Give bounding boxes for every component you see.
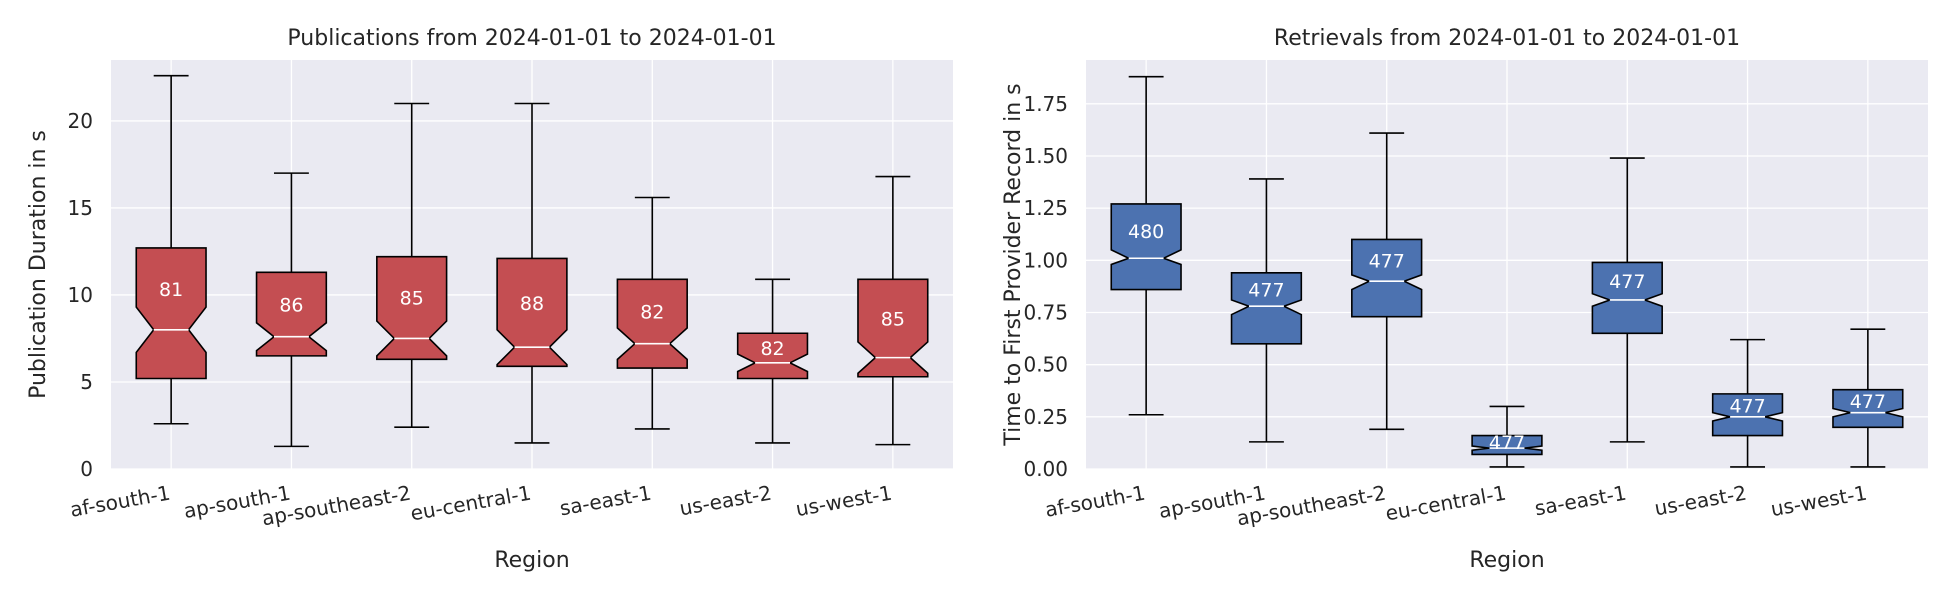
count-label: 85 — [400, 288, 424, 310]
x-tick-label: us-west-1 — [794, 481, 894, 522]
box-eu-central-1: 477 — [1471, 405, 1543, 468]
box-body — [1591, 261, 1663, 335]
box-body — [1711, 393, 1784, 437]
x-tick-label: us-east-2 — [1653, 481, 1749, 521]
y-tick-label: 0 — [80, 457, 93, 481]
box-us-west-1: 477 — [1832, 328, 1904, 468]
box-eu-central-1: 88 — [496, 102, 568, 444]
count-label: 477 — [1489, 432, 1525, 454]
y-tick-label: 15 — [68, 196, 93, 220]
count-label: 477 — [1369, 250, 1405, 272]
count-label: 86 — [279, 295, 303, 317]
count-label: 480 — [1128, 221, 1164, 243]
publications-y-axis-label: Publication Duration in s — [26, 130, 51, 399]
y-tick-label: 5 — [80, 370, 93, 394]
x-tick-label: af-south-1 — [1043, 481, 1147, 522]
retrievals-chart-title: Retrievals from 2024-01-01 to 2024-01-01 — [1274, 26, 1740, 51]
y-tick-label: 1.25 — [1023, 196, 1068, 220]
box-body — [1832, 388, 1904, 429]
x-tick-label: eu-central-1 — [409, 481, 533, 526]
box-ap-southeast-2: 85 — [376, 102, 448, 429]
x-tick-label: us-east-2 — [678, 481, 774, 521]
y-tick-label: 0.75 — [1023, 300, 1068, 324]
box-ap-south-1: 477 — [1230, 178, 1303, 443]
x-tick-label: af-south-1 — [68, 481, 172, 522]
box-body — [496, 257, 568, 368]
retrievals-panel: 0.00 0.25 0.50 0.75 1.00 1.25 1.50 1.75 480 af-so… — [1001, 26, 1928, 573]
y-tick-label: 10 — [68, 283, 93, 307]
box-body — [1471, 434, 1543, 456]
box-body — [135, 247, 207, 380]
box-sa-east-1: 82 — [616, 196, 688, 430]
box-us-east-2: 82 — [736, 278, 809, 444]
count-label: 477 — [1850, 391, 1886, 413]
box-body — [1351, 238, 1423, 318]
y-tick-label: 0.25 — [1023, 405, 1068, 429]
count-label: 477 — [1609, 271, 1645, 293]
y-tick-label: 1.50 — [1023, 144, 1068, 168]
count-label: 82 — [640, 301, 664, 323]
y-tick-label: 0.50 — [1023, 353, 1068, 377]
box-body — [255, 271, 328, 357]
box-body — [857, 278, 929, 378]
x-tick-label: eu-central-1 — [1384, 481, 1508, 526]
box-body — [376, 255, 448, 361]
box-body — [616, 278, 688, 369]
box-us-west-1: 85 — [857, 175, 929, 446]
box-body — [736, 332, 809, 380]
box-ap-southeast-2: 477 — [1351, 132, 1423, 431]
publications-x-axis-label: Region — [494, 548, 569, 573]
publications-panel: 0510152081af-south-186ap-south-185ap-sou… — [26, 26, 953, 573]
count-label: 82 — [760, 338, 784, 360]
count-label: 477 — [1729, 395, 1765, 417]
box-body — [1110, 203, 1182, 291]
box-body — [1230, 272, 1303, 345]
box-af-south-1: 480 — [1110, 75, 1182, 416]
x-tick-label: us-west-1 — [1769, 481, 1869, 522]
retrievals-x-axis-label: Region — [1469, 548, 1544, 573]
box-sa-east-1: 477 — [1591, 157, 1663, 443]
y-tick-label: 0.00 — [1023, 457, 1068, 481]
count-label: 477 — [1248, 280, 1284, 302]
y-tick-label: 20 — [68, 109, 93, 133]
x-tick-label: sa-east-1 — [1533, 481, 1628, 521]
count-label: 85 — [881, 308, 905, 330]
count-label: 88 — [520, 293, 544, 315]
y-tick-label: 1.00 — [1023, 248, 1068, 272]
count-label: 81 — [159, 279, 183, 301]
y-tick-label: 1.75 — [1023, 92, 1068, 116]
publications-chart-title: Publications from 2024-01-01 to 2024-01-… — [287, 26, 776, 51]
x-tick-label: sa-east-1 — [558, 481, 653, 521]
box-us-east-2: 477 — [1711, 338, 1784, 468]
box-af-south-1: 81 — [135, 74, 207, 425]
retrievals-y-axis-label: Time to First Provider Record in s — [1001, 83, 1026, 446]
box-ap-south-1: 86 — [255, 172, 328, 448]
